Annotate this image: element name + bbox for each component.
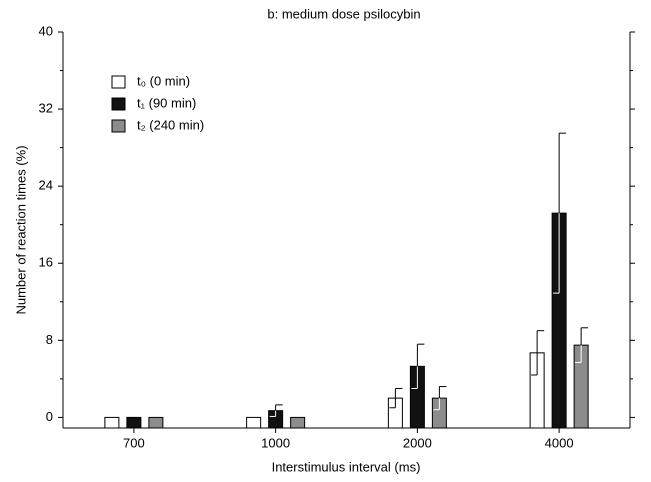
x-tick-label: 2000 (403, 435, 432, 450)
bar (148, 416, 164, 429)
legend-swatch (111, 75, 126, 89)
bar (246, 416, 262, 429)
y-tick-label: 16 (39, 255, 53, 270)
y-axis-label: Number of reaction times (%) (13, 145, 28, 314)
x-tick-label: 1000 (261, 435, 290, 450)
x-tick-label: 4000 (545, 435, 574, 450)
legend-label: t₁ (90 min) (137, 95, 196, 110)
y-tick-label: 32 (39, 101, 53, 116)
y-tick-label: 24 (39, 178, 53, 193)
y-tick-label: 0 (46, 409, 53, 424)
legend-label: t₀ (0 min) (137, 73, 190, 88)
error-bar (389, 387, 403, 409)
x-axis-label: Interstimulus interval (ms) (272, 459, 421, 474)
error-bar (553, 132, 567, 294)
error-bar (269, 404, 283, 417)
error-bar (411, 343, 425, 389)
error-bar (531, 330, 545, 376)
x-tick-label: 700 (123, 435, 145, 450)
legend-label: t₂ (240 min) (137, 117, 204, 132)
bar (290, 416, 306, 429)
y-tick-label: 8 (46, 332, 53, 347)
bar (104, 416, 120, 429)
legend-swatch (111, 97, 126, 111)
y-tick-label: 40 (39, 23, 53, 38)
chart-title: b: medium dose psilocybin (267, 6, 420, 21)
bar (126, 416, 142, 429)
error-bar (575, 327, 589, 363)
error-bar (433, 386, 447, 411)
legend-swatch (111, 119, 126, 133)
